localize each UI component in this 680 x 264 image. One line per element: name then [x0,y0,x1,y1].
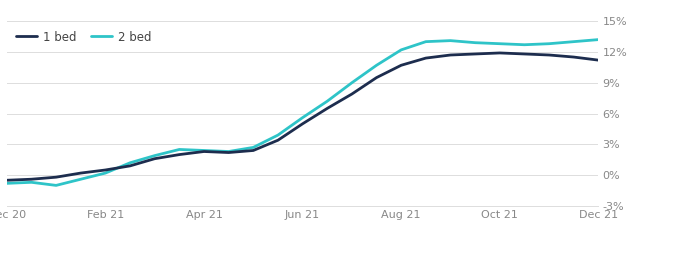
1 bed [496,51,504,55]
2 bed [520,43,528,46]
1 bed [397,64,405,67]
2 bed [545,42,553,45]
1 bed [373,76,381,79]
2 bed [77,178,85,181]
1 bed [27,178,35,181]
1 bed [200,150,208,153]
Line: 2 bed: 2 bed [7,40,598,185]
2 bed [422,40,430,43]
1 bed [347,92,356,96]
2 bed [150,154,158,157]
2 bed [594,38,602,41]
2 bed [471,41,479,44]
1 bed [520,52,528,55]
1 bed [471,52,479,55]
2 bed [52,184,60,187]
2 bed [175,148,184,151]
1 bed [3,179,11,182]
2 bed [274,134,282,137]
2 bed [323,100,331,103]
1 bed [323,107,331,110]
Legend: 1 bed, 2 bed: 1 bed, 2 bed [13,27,155,47]
1 bed [545,53,553,56]
2 bed [27,181,35,184]
1 bed [52,176,60,179]
2 bed [570,40,578,43]
2 bed [101,172,109,175]
1 bed [446,53,454,56]
1 bed [224,151,233,154]
2 bed [299,116,307,119]
2 bed [446,39,454,42]
2 bed [496,42,504,45]
1 bed [299,122,307,125]
1 bed [274,139,282,142]
1 bed [126,164,134,167]
2 bed [200,149,208,152]
2 bed [373,64,381,67]
1 bed [101,168,109,172]
1 bed [422,56,430,60]
1 bed [175,153,184,156]
1 bed [150,157,158,160]
2 bed [224,150,233,153]
2 bed [126,161,134,164]
1 bed [249,149,257,152]
2 bed [3,182,11,185]
1 bed [77,172,85,175]
2 bed [397,48,405,51]
Line: 1 bed: 1 bed [7,53,598,180]
1 bed [594,59,602,62]
1 bed [570,55,578,59]
2 bed [347,81,356,84]
2 bed [249,146,257,149]
